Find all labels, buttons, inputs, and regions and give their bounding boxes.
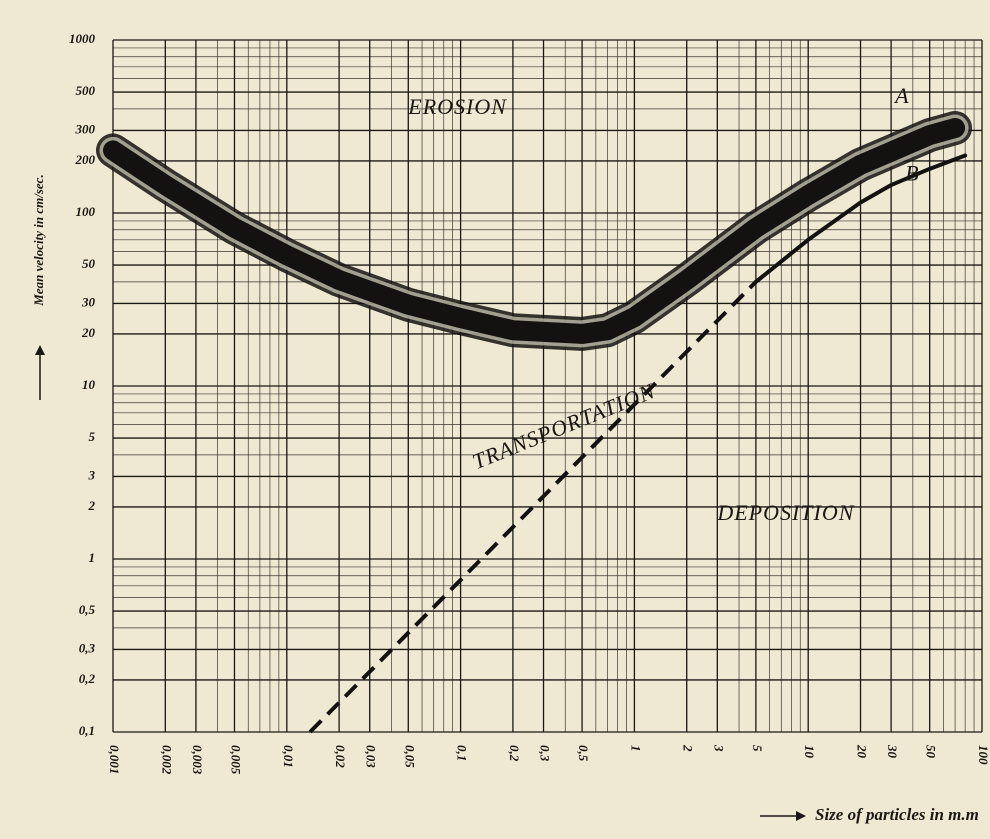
x-tick-label: 2	[681, 744, 696, 752]
x-tick-label: 0,05	[402, 745, 417, 768]
y-tick-label: 200	[75, 152, 96, 167]
y-tick-label: 50	[82, 256, 96, 271]
y-tick-label: 2	[88, 498, 96, 513]
annotation: EROSION	[407, 94, 507, 119]
y-tick-label: 300	[75, 121, 96, 136]
y-tick-label: 3	[88, 467, 96, 482]
series-line	[753, 153, 968, 284]
y-tick-label: 500	[76, 83, 96, 98]
y-axis-label: Mean velocity in cm/sec.	[31, 174, 46, 306]
series-line	[308, 280, 758, 734]
x-tick-label: 100	[976, 745, 990, 765]
x-tick-label: 0,002	[159, 745, 174, 775]
x-tick-label: 1	[628, 745, 643, 752]
x-tick-label: 3	[711, 744, 726, 752]
y-tick-label: 0,2	[79, 671, 96, 686]
x-axis-label: Size of particles in m.m	[815, 805, 979, 824]
y-tick-label: 5	[89, 429, 96, 444]
x-tick-label: 10	[802, 745, 817, 759]
y-tick-label: 1	[89, 550, 96, 565]
y-axis-arrow-head	[35, 345, 45, 355]
annotation: DEPOSITION	[716, 500, 854, 525]
x-tick-label: 0,001	[107, 745, 122, 774]
x-tick-label: 30	[885, 744, 900, 759]
x-tick-label: 0,02	[333, 745, 348, 768]
y-tick-label: 0,5	[79, 602, 96, 617]
series-line	[103, 117, 966, 344]
x-tick-label: 0,01	[281, 745, 296, 768]
x-axis-arrow-head	[796, 811, 806, 821]
y-tick-label: 1000	[69, 31, 96, 46]
series-label: B	[905, 161, 919, 186]
y-tick-label: 0,3	[79, 640, 96, 655]
x-tick-label: 0,5	[576, 745, 591, 762]
y-tick-label: 20	[81, 325, 96, 340]
x-tick-label: 0,3	[538, 745, 553, 762]
x-tick-label: 0,1	[455, 745, 470, 761]
y-tick-label: 30	[81, 294, 96, 309]
x-tick-label: 0,03	[364, 745, 379, 768]
x-tick-label: 20	[855, 744, 870, 759]
y-tick-label: 10	[82, 377, 96, 392]
x-tick-label: 0,2	[507, 745, 522, 762]
x-tick-label: 0,003	[190, 745, 205, 775]
x-tick-label: 50	[924, 745, 939, 759]
series-label: A	[893, 83, 909, 108]
y-tick-label: 100	[76, 204, 96, 219]
y-tick-label: 0,1	[79, 723, 95, 738]
x-tick-label: 5	[750, 745, 765, 752]
x-tick-label: 0,005	[228, 745, 243, 775]
